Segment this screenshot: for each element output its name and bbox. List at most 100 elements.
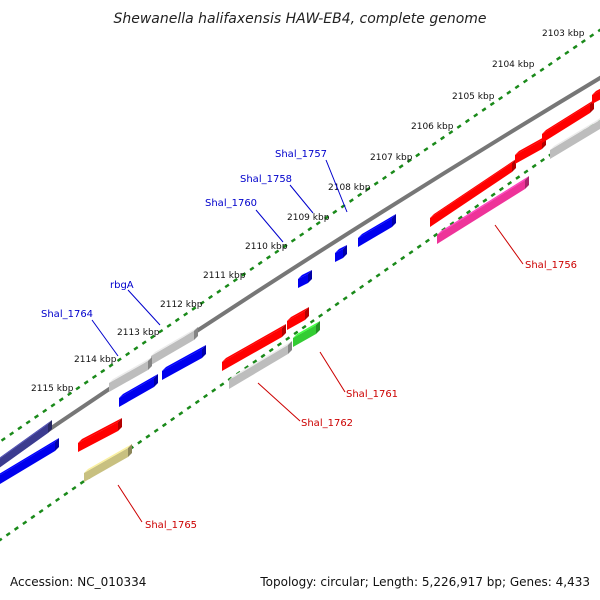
- gene-reverse-gray-a[interactable]: [550, 113, 600, 159]
- outer-ruler-dash: [589, 33, 595, 38]
- outer-ruler-dash: [506, 90, 512, 95]
- outer-ruler-dash: [572, 44, 578, 50]
- gene-label-shal-1760[interactable]: Shal_1760: [205, 198, 257, 209]
- gene-shal-1758[interactable]: [335, 245, 347, 262]
- tick-label-2115: 2115 kbp: [31, 384, 74, 394]
- outer-ruler-dash: [125, 351, 131, 357]
- outer-ruler-dash: [183, 311, 189, 317]
- gene-label-shal-1765[interactable]: Shal_1765: [145, 520, 197, 531]
- gene-callout-lines: [91, 159, 524, 523]
- gene-reverse-red-d[interactable]: [592, 84, 600, 104]
- inner-ruler-dash: [63, 491, 69, 497]
- tick-label-2104: 2104 kbp: [492, 60, 535, 70]
- inner-ruler-dash: [252, 359, 258, 364]
- gene-label-shal-1761[interactable]: Shal_1761: [346, 389, 398, 400]
- ruler-labels: 2103 kbp 2104 kbp 2105 kbp 2106 kbp 2107…: [31, 29, 585, 394]
- gene-reverse-red-b[interactable]: [515, 136, 546, 164]
- inner-ruler-dash: [465, 209, 472, 215]
- gene-forward-navy[interactable]: [0, 420, 52, 471]
- inner-ruler-dash: [507, 180, 513, 186]
- gene-reverse-red-e[interactable]: [222, 324, 286, 371]
- gene-label-shal-1764[interactable]: Shal_1764: [41, 309, 93, 320]
- gene-label-shal-1756[interactable]: Shal_1756: [525, 260, 577, 271]
- outer-ruler-dash: [58, 397, 64, 402]
- gene-label-shal-1758[interactable]: Shal_1758: [240, 174, 292, 185]
- outer-ruler-dash: [357, 192, 363, 198]
- outer-ruler-dash: [216, 289, 222, 294]
- gene-reverse-red-g[interactable]: [78, 418, 122, 452]
- gene-forward-blue-c[interactable]: [0, 438, 59, 487]
- inner-ruler-dash: [400, 255, 406, 261]
- inner-ruler-dash: [490, 192, 496, 198]
- outer-ruler-dash: [133, 346, 139, 351]
- outer-ruler-dash: [33, 414, 39, 419]
- outer-ruler-dash: [207, 294, 214, 300]
- callout-rbga: [127, 289, 161, 326]
- callout-shal-1757: [325, 159, 348, 213]
- inner-ruler-dash: [276, 342, 282, 347]
- outer-ruler-dash: [141, 340, 147, 345]
- outer-ruler-dash: [282, 243, 288, 249]
- inner-ruler-dash: [38, 508, 44, 514]
- inner-ruler-dash: [293, 330, 299, 336]
- outer-ruler-dash: [83, 380, 89, 385]
- gene-shal-1762[interactable]: [229, 341, 292, 389]
- inner-ruler-dash: [13, 526, 19, 531]
- outer-ruler-dash: [290, 238, 296, 243]
- inner-ruler-dash: [433, 232, 439, 238]
- inner-ruler-dash: [5, 531, 11, 537]
- outer-ruler-dash: [365, 186, 371, 192]
- inner-ruler-dash: [309, 319, 315, 324]
- inner-ruler-dash: [375, 273, 381, 278]
- gene-reverse-red-a[interactable]: [430, 159, 516, 227]
- gene-label-shal-1757[interactable]: Shal_1757: [275, 149, 327, 160]
- outer-ruler-dash: [522, 78, 528, 84]
- outer-ruler-dash: [241, 272, 247, 277]
- callout-shal-1764: [91, 319, 119, 357]
- genome-backbone: [0, 75, 600, 466]
- inner-ruler-dash: [194, 399, 200, 405]
- tick-label-2107: 2107 kbp: [370, 153, 413, 163]
- genome-summary-text: Topology: circular; Length: 5,226,917 bp…: [259, 575, 590, 589]
- outer-ruler-dash: [332, 209, 338, 215]
- gene-shal-1761[interactable]: [293, 321, 320, 347]
- inner-ruler-dash: [71, 485, 77, 491]
- gene-forward-blue-a[interactable]: [162, 345, 206, 380]
- outer-ruler-dash: [315, 220, 321, 226]
- inner-ruler-dash: [482, 198, 488, 203]
- gene-shal-1757[interactable]: [358, 214, 396, 247]
- gene-reverse-red-f[interactable]: [287, 307, 309, 330]
- inner-ruler-dash: [539, 157, 546, 163]
- outer-ruler-dash: [149, 334, 156, 340]
- outer-ruler-dash: [307, 226, 313, 232]
- gene-shal-1765[interactable]: [84, 444, 132, 482]
- outer-ruler-dash: [564, 50, 570, 56]
- gene-shal-1756[interactable]: [437, 176, 529, 244]
- gene-forward-blue-b[interactable]: [119, 374, 158, 407]
- outer-ruler-dash: [498, 95, 504, 101]
- inner-ruler-dash: [46, 503, 52, 508]
- gene-reverse-red-c[interactable]: [542, 100, 594, 143]
- gene-shal-1764[interactable]: [109, 357, 152, 392]
- map-title: Shewanella halifaxensis HAW-EB4, complet…: [113, 11, 486, 27]
- inner-ruler-dash: [474, 203, 480, 209]
- gene-rbga[interactable]: [151, 327, 198, 365]
- inner-ruler-dash: [22, 520, 28, 526]
- gene-label-rbga[interactable]: rbgA: [110, 280, 134, 291]
- inner-ruler-dash: [244, 365, 250, 370]
- gene-shal-1760[interactable]: [298, 270, 312, 288]
- outer-ruler-dash: [166, 323, 172, 328]
- inner-ruler-dash: [457, 215, 463, 221]
- outer-ruler-dash: [531, 73, 537, 78]
- outer-ruler-dash: [381, 175, 388, 181]
- outer-ruler-dash: [67, 391, 73, 397]
- gene-labels: Shal_1757 Shal_1758 Shal_1760 rbgA Shal_…: [41, 149, 577, 531]
- inner-ruler-dash: [79, 480, 85, 485]
- gene-label-shal-1762[interactable]: Shal_1762: [301, 418, 353, 429]
- outer-ruler-dash: [174, 317, 180, 323]
- outer-ruler-dash: [299, 232, 305, 237]
- outer-ruler-dash: [547, 61, 553, 67]
- tick-label-2106: 2106 kbp: [411, 122, 454, 132]
- outer-ruler-dash: [597, 28, 600, 33]
